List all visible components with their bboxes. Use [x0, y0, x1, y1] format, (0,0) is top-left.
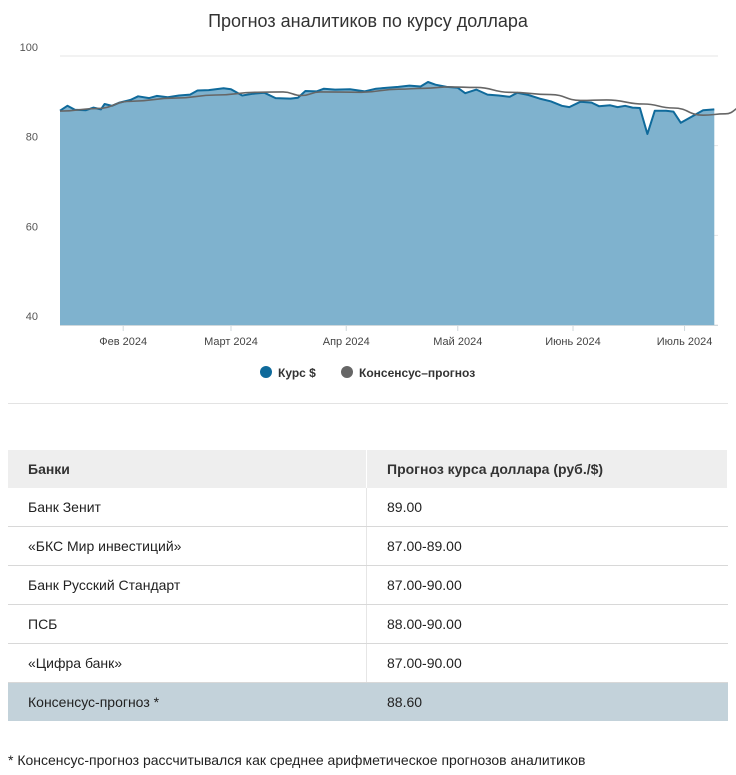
bank-forecast: 87.00-89.00 — [366, 526, 728, 566]
bank-forecast: 89.00 — [366, 488, 728, 527]
table-row: «БКС Мир инвестиций» 87.00-89.00 — [8, 526, 728, 566]
consensus-label: Консенсус-прогноз * — [8, 682, 367, 721]
consensus-line — [59, 86, 736, 117]
legend-marker — [341, 366, 353, 378]
x-tick-label: Июнь 2024 — [545, 336, 601, 348]
column-header-banks: Банки — [8, 450, 367, 488]
table-row: «Цифра банк» 87.00-90.00 — [8, 643, 728, 683]
column-header-forecast: Прогноз курса доллара (руб./$) — [366, 450, 728, 488]
legend-marker — [260, 366, 272, 378]
forecast-table: Банки Прогноз курса доллара (руб./$) Бан… — [8, 450, 728, 721]
legend-label: Курс $ — [278, 366, 316, 380]
x-tick-label: Май 2024 — [433, 336, 482, 348]
x-tick-label: Март 2024 — [204, 336, 258, 348]
consensus-row: Консенсус-прогноз * 88.60 — [8, 682, 728, 721]
y-tick-label: 40 — [26, 311, 38, 323]
usd-rate-line — [59, 81, 715, 135]
bank-name: «Цифра банк» — [8, 643, 367, 683]
table-row: ПСБ 88.00-90.00 — [8, 604, 728, 644]
table-row: Банк Зенит 89.00 — [8, 488, 728, 527]
usd-rate-area — [60, 82, 715, 325]
bank-name: Банк Русский Стандарт — [8, 565, 367, 605]
bank-name: Банк Зенит — [8, 488, 367, 527]
usd-forecast-chart: Прогноз аналитиков по курсу доллара 40 60… — [20, 11, 736, 380]
divider — [8, 403, 728, 404]
bank-forecast: 88.00-90.00 — [366, 604, 728, 644]
x-tick-label: Апр 2024 — [323, 336, 370, 348]
footnote: * Консенсус-прогноз рассчитывался как ср… — [8, 752, 586, 768]
consensus-value: 88.60 — [366, 682, 728, 721]
legend-label: Консенсус–прогноз — [359, 366, 475, 380]
bank-forecast: 87.00-90.00 — [366, 643, 728, 683]
x-tick-label: Июль 2024 — [657, 336, 713, 348]
chart-title: Прогноз аналитиков по курсу доллара — [208, 11, 529, 31]
y-tick-label: 100 — [20, 42, 38, 54]
table-row: Банк Русский Стандарт 87.00-90.00 — [8, 565, 728, 605]
y-tick-label: 60 — [26, 221, 38, 233]
table-header-row: Банки Прогноз курса доллара (руб./$) — [8, 450, 728, 488]
bank-name: ПСБ — [8, 604, 367, 644]
bank-name: «БКС Мир инвестиций» — [8, 526, 367, 566]
y-tick-label: 80 — [26, 132, 38, 144]
x-tick-label: Фев 2024 — [99, 336, 147, 348]
bank-forecast: 87.00-90.00 — [366, 565, 728, 605]
